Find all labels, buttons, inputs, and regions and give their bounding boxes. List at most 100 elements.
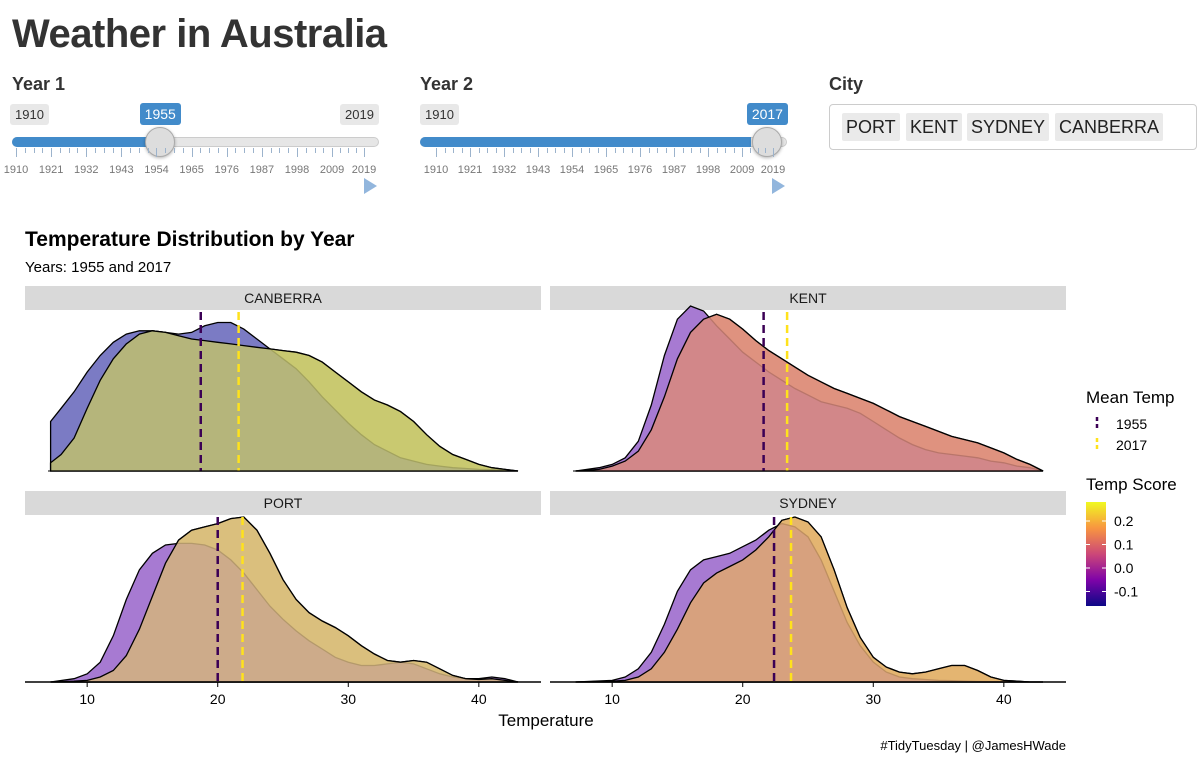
s2-tick-major	[606, 148, 608, 157]
s1-tick-minor	[340, 148, 342, 153]
s2-tick-major	[742, 148, 744, 157]
s1-tick-minor	[33, 148, 35, 153]
s1-tick-major	[226, 148, 228, 157]
s2-tick-label: 1987	[661, 164, 687, 176]
s2-tick-minor	[580, 148, 582, 153]
s1-tick-major	[191, 148, 193, 157]
s1-tick-label: 2009	[319, 164, 345, 176]
facet-strip-label: KENT	[789, 290, 827, 306]
facet-strip	[25, 286, 541, 310]
s1-tick-major	[364, 148, 365, 157]
page-title: Weather in Australia	[12, 12, 387, 56]
s1-tick-minor	[348, 148, 350, 153]
legend-score-tick: 0.1	[1114, 537, 1134, 553]
s2-tick-label: 1954	[559, 164, 585, 176]
s2-tick-minor	[555, 148, 557, 153]
x-tick-label: 40	[996, 691, 1012, 707]
s2-tick-minor	[512, 148, 514, 153]
year2-slider-fill	[420, 137, 751, 147]
year1-value-badge: 1955	[139, 103, 181, 125]
s1-tick-major	[261, 148, 263, 157]
s1-tick-minor	[138, 148, 140, 153]
s1-tick-major	[332, 148, 334, 157]
s1-tick-minor	[174, 148, 176, 153]
s2-tick-minor	[691, 148, 693, 153]
s2-tick-minor	[529, 148, 531, 153]
year1-max-badge: 2019	[340, 104, 379, 125]
s2-tick-major	[470, 148, 471, 157]
city-tag-sydney[interactable]: SYDNEY	[967, 113, 1050, 141]
s2-tick-major	[436, 148, 437, 157]
city-label: City	[829, 74, 864, 94]
panel-port: PORT 10 20 30 40	[25, 491, 541, 707]
density-2017-overlay-port	[50, 516, 519, 683]
city-tag-kent[interactable]: KENT	[906, 113, 963, 141]
facet-strip	[550, 491, 1066, 515]
s1-tick-minor	[68, 148, 70, 153]
s2-tick-minor	[597, 148, 599, 153]
s1-tick-minor	[279, 148, 281, 153]
s2-tick-major	[674, 148, 676, 157]
legend-score-tick: -0.1	[1114, 584, 1138, 600]
s1-tick-major	[16, 148, 17, 157]
year2-value-badge: 2017	[746, 103, 788, 125]
year1-min-badge: 1910	[10, 104, 49, 125]
x-axis-label: Temperature	[498, 711, 593, 730]
city-select[interactable]: PORT KENT SYDNEY CANBERRA	[829, 104, 1197, 150]
s1-tick-label: 2019	[351, 164, 377, 176]
year1-slider-fill	[12, 137, 156, 147]
s1-tick-minor	[112, 148, 114, 153]
s2-tick-label: 1998	[695, 164, 721, 176]
legend-score-colorbar	[1086, 502, 1106, 606]
density-1955-canberra	[49, 321, 519, 472]
year2-slider-handle[interactable]	[751, 127, 782, 157]
s2-tick-label: 1921	[457, 164, 483, 176]
s2-tick-minor	[749, 148, 751, 153]
s1-tick-minor	[147, 148, 149, 153]
s2-tick-label: 1976	[627, 164, 653, 176]
s2-tick-label: 1910	[423, 164, 449, 176]
s2-tick-minor	[546, 148, 548, 153]
panel-kent: KENT	[550, 286, 1066, 472]
s1-tick-minor	[270, 148, 272, 153]
x-tick-label: 10	[604, 691, 620, 707]
s2-tick-major	[773, 148, 774, 157]
s1-tick-minor	[253, 148, 255, 153]
s1-tick-minor	[103, 148, 105, 153]
year2-min-badge: 1910	[420, 104, 459, 125]
facet-strip-label: SYDNEY	[779, 495, 837, 511]
s2-tick-minor	[716, 148, 718, 153]
s2-tick-minor	[589, 148, 591, 153]
density-1955-sydney	[575, 522, 1043, 683]
chart-subtitle: Years: 1955 and 2017	[25, 259, 171, 276]
year2-play-icon[interactable]	[772, 178, 785, 194]
density-2017-overlay-kent	[575, 313, 1044, 472]
city-tag-canberra[interactable]: CANBERRA	[1055, 113, 1164, 141]
s1-tick-minor	[24, 148, 26, 153]
year1-play-icon[interactable]	[364, 178, 377, 194]
s1-tick-minor	[95, 148, 97, 153]
s2-tick-minor	[478, 148, 480, 153]
legend-score-title: Temp Score	[1086, 475, 1177, 494]
s1-tick-major	[121, 148, 123, 157]
s2-tick-label: 1943	[525, 164, 551, 176]
panel-canberra: CANBERRA	[25, 286, 541, 472]
s1-tick-minor	[305, 148, 307, 153]
facet-strip-label: CANBERRA	[244, 290, 322, 306]
s2-tick-major	[572, 148, 574, 157]
s1-tick-minor	[244, 148, 246, 153]
year1-slider-handle[interactable]	[144, 127, 175, 157]
s2-tick-minor	[725, 148, 727, 153]
density-1955-kent	[575, 305, 1044, 472]
s2-tick-minor	[495, 148, 497, 153]
x-tick-label: 30	[865, 691, 881, 707]
s1-tick-label: 1954	[144, 164, 169, 176]
s2-tick-minor	[631, 148, 633, 153]
density-2017-sydney	[575, 516, 1043, 683]
s2-tick-minor	[563, 148, 565, 153]
city-tag-port[interactable]: PORT	[842, 113, 900, 141]
s1-tick-major	[86, 148, 88, 157]
s2-tick-major	[538, 148, 540, 157]
s1-tick-minor	[323, 148, 325, 153]
s1-tick-minor	[165, 148, 167, 153]
